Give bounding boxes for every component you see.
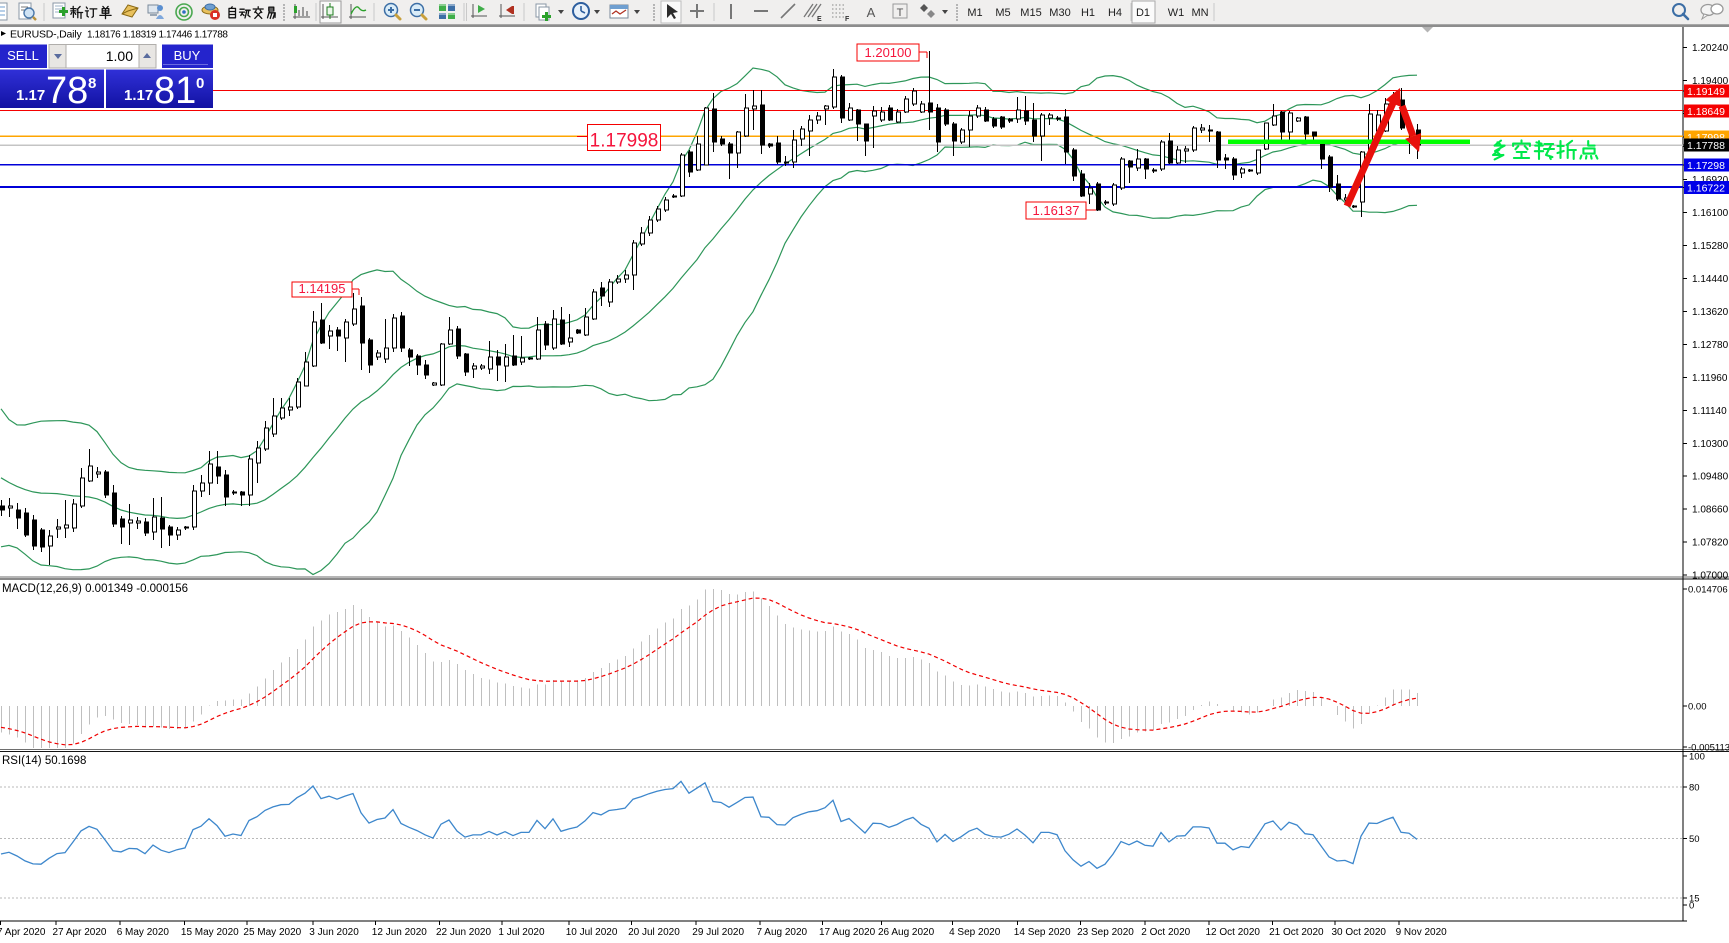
svg-text:9 Nov 2020: 9 Nov 2020 bbox=[1396, 927, 1448, 938]
svg-text:1.15280: 1.15280 bbox=[1692, 241, 1729, 252]
svg-text:MN: MN bbox=[1191, 7, 1208, 19]
svg-text:3 Jun 2020: 3 Jun 2020 bbox=[309, 927, 359, 938]
svg-text:SELL: SELL bbox=[7, 48, 39, 63]
svg-text:1.00: 1.00 bbox=[106, 48, 133, 64]
svg-text:1.17298: 1.17298 bbox=[1687, 160, 1725, 172]
svg-text:1.19149: 1.19149 bbox=[1687, 86, 1725, 98]
svg-text:1.20240: 1.20240 bbox=[1692, 43, 1729, 54]
svg-text:1.07000: 1.07000 bbox=[1692, 571, 1729, 582]
svg-text:1 Jul 2020: 1 Jul 2020 bbox=[498, 927, 545, 938]
svg-text:23 Sep 2020: 23 Sep 2020 bbox=[1077, 927, 1134, 938]
svg-text:1.13620: 1.13620 bbox=[1692, 307, 1729, 318]
svg-text:1.09480: 1.09480 bbox=[1692, 472, 1729, 483]
svg-text:30 Oct 2020: 30 Oct 2020 bbox=[1332, 927, 1387, 938]
svg-text:6 May 2020: 6 May 2020 bbox=[117, 927, 170, 938]
svg-text:12 Jun 2020: 12 Jun 2020 bbox=[372, 927, 427, 938]
svg-text:22 Jun 2020: 22 Jun 2020 bbox=[436, 927, 491, 938]
svg-text:1.17: 1.17 bbox=[124, 87, 153, 104]
svg-text:A: A bbox=[867, 5, 876, 20]
svg-text:0.014706: 0.014706 bbox=[1688, 584, 1728, 595]
svg-text:1.10300: 1.10300 bbox=[1692, 439, 1729, 450]
svg-text:T: T bbox=[897, 7, 904, 19]
svg-text:1.16722: 1.16722 bbox=[1687, 183, 1725, 195]
svg-text:4 Sep 2020: 4 Sep 2020 bbox=[949, 927, 1001, 938]
svg-text:-0.005113: -0.005113 bbox=[1688, 742, 1729, 753]
svg-text:15 May 2020: 15 May 2020 bbox=[181, 927, 239, 938]
svg-text:BUY: BUY bbox=[174, 48, 201, 63]
svg-text:1.07820: 1.07820 bbox=[1692, 538, 1729, 549]
svg-text:0.00: 0.00 bbox=[1688, 702, 1707, 713]
svg-text:1.17998: 1.17998 bbox=[590, 131, 659, 152]
svg-text:1.17: 1.17 bbox=[16, 87, 45, 104]
svg-text:20 Jul 2020: 20 Jul 2020 bbox=[628, 927, 680, 938]
svg-text:17 Aug 2020: 17 Aug 2020 bbox=[819, 927, 876, 938]
svg-text:1.17788: 1.17788 bbox=[1687, 140, 1725, 152]
svg-text:M1: M1 bbox=[967, 7, 982, 19]
svg-text:25 May 2020: 25 May 2020 bbox=[243, 927, 301, 938]
svg-text:EURUSD-,Daily: EURUSD-,Daily bbox=[10, 29, 82, 41]
svg-text:F: F bbox=[845, 16, 850, 23]
svg-text:14 Sep 2020: 14 Sep 2020 bbox=[1014, 927, 1071, 938]
svg-text:1.11140: 1.11140 bbox=[1692, 406, 1727, 417]
svg-text:1.19400: 1.19400 bbox=[1692, 76, 1729, 87]
svg-text:2 Oct 2020: 2 Oct 2020 bbox=[1141, 927, 1190, 938]
svg-text:1.14440: 1.14440 bbox=[1692, 274, 1729, 285]
svg-text:W1: W1 bbox=[1168, 7, 1185, 19]
svg-text:15: 15 bbox=[1689, 894, 1700, 905]
svg-text:80: 80 bbox=[1689, 783, 1700, 794]
svg-text:H1: H1 bbox=[1081, 7, 1095, 19]
svg-text:100: 100 bbox=[1689, 752, 1705, 763]
svg-text:MACD(12,26,9) 0.001349 -0.0001: MACD(12,26,9) 0.001349 -0.000156 bbox=[2, 583, 188, 595]
svg-text:50: 50 bbox=[1689, 834, 1700, 845]
svg-text:8: 8 bbox=[88, 75, 96, 92]
svg-text:RSI(14) 50.1698: RSI(14) 50.1698 bbox=[2, 755, 86, 767]
svg-text:7 Aug 2020: 7 Aug 2020 bbox=[757, 927, 808, 938]
svg-text:D1: D1 bbox=[1136, 7, 1150, 19]
svg-text:M30: M30 bbox=[1049, 7, 1070, 19]
svg-text:1.16100: 1.16100 bbox=[1692, 208, 1729, 219]
svg-text:26 Aug 2020: 26 Aug 2020 bbox=[878, 927, 935, 938]
svg-text:1.16137: 1.16137 bbox=[1033, 203, 1080, 218]
svg-text:10 Jul 2020: 10 Jul 2020 bbox=[566, 927, 618, 938]
svg-text:78: 78 bbox=[46, 70, 88, 112]
svg-text:1.20100: 1.20100 bbox=[865, 45, 912, 60]
svg-text:H4: H4 bbox=[1108, 7, 1122, 19]
svg-text:E: E bbox=[817, 16, 822, 23]
svg-text:M5: M5 bbox=[995, 7, 1010, 19]
svg-text:1.16920: 1.16920 bbox=[1692, 175, 1729, 186]
svg-text:0: 0 bbox=[1689, 901, 1694, 912]
svg-text:0: 0 bbox=[196, 75, 204, 92]
svg-text:1.12780: 1.12780 bbox=[1692, 340, 1729, 351]
svg-text:29 Jul 2020: 29 Jul 2020 bbox=[692, 927, 744, 938]
svg-text:M15: M15 bbox=[1020, 7, 1041, 19]
svg-text:1.08660: 1.08660 bbox=[1692, 505, 1729, 516]
svg-text:1.18176 1.18319 1.17446 1.1778: 1.18176 1.18319 1.17446 1.17788 bbox=[87, 30, 228, 41]
svg-text:1.14195: 1.14195 bbox=[299, 281, 346, 296]
svg-text:21 Oct 2020: 21 Oct 2020 bbox=[1269, 927, 1324, 938]
svg-text:81: 81 bbox=[154, 70, 196, 112]
svg-text:12 Oct 2020: 12 Oct 2020 bbox=[1206, 927, 1261, 938]
svg-text:1.11960: 1.11960 bbox=[1692, 373, 1728, 384]
svg-text:27 Apr 2020: 27 Apr 2020 bbox=[53, 927, 107, 938]
svg-text:7 Apr 2020: 7 Apr 2020 bbox=[0, 927, 46, 938]
svg-text:1.18649: 1.18649 bbox=[1687, 106, 1725, 118]
